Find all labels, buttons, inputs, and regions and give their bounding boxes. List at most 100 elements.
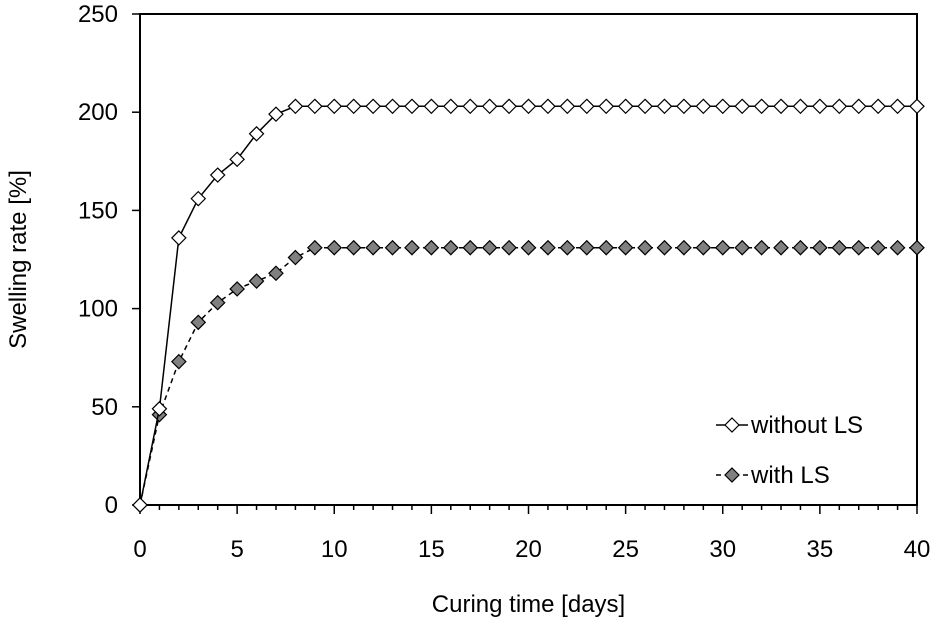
y-tick-label: 100 [78, 296, 118, 323]
legend-marker-icon [724, 417, 740, 433]
x-tick-label: 0 [133, 536, 146, 563]
data-point-marker [637, 239, 653, 256]
x-tick-label: 30 [709, 536, 736, 563]
legend-entry: with LS [716, 462, 830, 489]
data-point-marker [481, 239, 498, 256]
data-point-marker [676, 239, 692, 256]
data-point-marker [812, 239, 828, 256]
data-point-marker [734, 98, 751, 115]
data-point-marker [171, 353, 187, 370]
legend-label: with LS [750, 462, 830, 489]
x-tick-label: 10 [321, 536, 348, 563]
data-point-marker [559, 98, 576, 115]
data-point-marker [404, 239, 420, 256]
data-point-marker [248, 273, 265, 289]
x-tick-label: 40 [904, 536, 931, 563]
x-axis-title: Curing time [days] [432, 591, 625, 618]
data-point-marker [753, 98, 770, 115]
data-point-marker [501, 98, 517, 115]
data-point-marker [831, 239, 848, 256]
data-point-marker [753, 239, 770, 256]
data-point-marker [656, 239, 673, 256]
x-tick-label: 20 [515, 536, 542, 563]
data-point-marker [345, 239, 362, 256]
data-point-marker [792, 98, 809, 115]
data-point-marker [870, 239, 886, 256]
data-point-marker [171, 230, 187, 246]
data-point-marker [540, 98, 556, 115]
data-point-marker [520, 98, 537, 115]
plot-area [139, 13, 918, 506]
x-axis: 0 5 10 15 20 25 30 35 40 [133, 505, 930, 563]
data-point-marker [850, 239, 867, 256]
data-point-marker [831, 98, 848, 115]
data-point-marker [423, 98, 440, 115]
data-point-marker [190, 314, 207, 331]
data-point-marker [889, 239, 906, 256]
data-point-marker [773, 239, 789, 256]
data-point-marker [540, 239, 556, 256]
data-point-marker [578, 98, 595, 115]
x-tick-label: 35 [807, 536, 834, 563]
x-tick-label: 25 [612, 536, 639, 563]
data-point-marker [909, 98, 925, 115]
data-point-marker [462, 239, 479, 256]
y-tick-label: 250 [78, 1, 118, 28]
y-tick-label: 200 [78, 99, 118, 126]
data-point-marker [287, 249, 304, 266]
data-point-marker [734, 239, 751, 256]
y-axis-title: Swelling rate [%] [5, 170, 32, 349]
data-point-marker [190, 190, 207, 207]
data-point-marker [889, 98, 906, 115]
data-point-marker [345, 98, 362, 115]
y-tick-label: 0 [105, 492, 118, 519]
data-point-marker [442, 239, 459, 256]
data-point-marker [132, 497, 148, 513]
data-point-marker [850, 98, 867, 115]
data-point-marker [229, 281, 245, 297]
data-point-marker [423, 239, 440, 256]
data-point-marker [637, 98, 653, 115]
data-point-marker [676, 98, 692, 115]
data-point-marker [617, 239, 634, 256]
data-point-marker [384, 239, 401, 256]
data-point-marker [695, 98, 712, 115]
x-tick-label: 15 [418, 536, 445, 563]
data-point-marker [326, 239, 343, 256]
x-tick-label: 5 [230, 536, 243, 563]
data-point-marker [268, 106, 284, 123]
data-point-marker [384, 98, 401, 115]
data-point-marker [792, 239, 809, 256]
legend-label: without LS [750, 412, 863, 439]
legend-marker-icon [724, 467, 740, 483]
data-point-marker [656, 98, 673, 115]
data-point-marker [365, 239, 381, 256]
data-point-marker [151, 400, 168, 417]
data-point-marker [870, 98, 886, 115]
data-point-marker [598, 98, 615, 115]
data-point-marker [462, 98, 479, 115]
data-point-marker [714, 98, 731, 115]
data-point-marker [714, 239, 731, 256]
data-point-marker [909, 239, 925, 256]
data-point-marker [326, 98, 343, 115]
data-point-marker [442, 98, 459, 115]
data-point-marker [617, 98, 634, 115]
series-without-ls [132, 98, 925, 513]
legend: without LS with LS [716, 412, 863, 489]
y-tick-label: 150 [78, 197, 118, 224]
data-point-marker [306, 98, 323, 115]
series-with-ls [132, 239, 925, 513]
data-point-marker [209, 294, 226, 311]
data-point-marker [481, 98, 498, 115]
data-point-marker [812, 98, 828, 115]
data-point-marker [520, 239, 537, 256]
y-axis: 0 50 100 150 200 250 [78, 1, 140, 519]
data-point-marker [268, 265, 284, 282]
legend-entry: without LS [716, 412, 863, 439]
data-point-marker [501, 239, 517, 256]
data-point-marker [598, 239, 615, 256]
data-point-marker [365, 98, 381, 115]
data-point-marker [248, 125, 265, 142]
